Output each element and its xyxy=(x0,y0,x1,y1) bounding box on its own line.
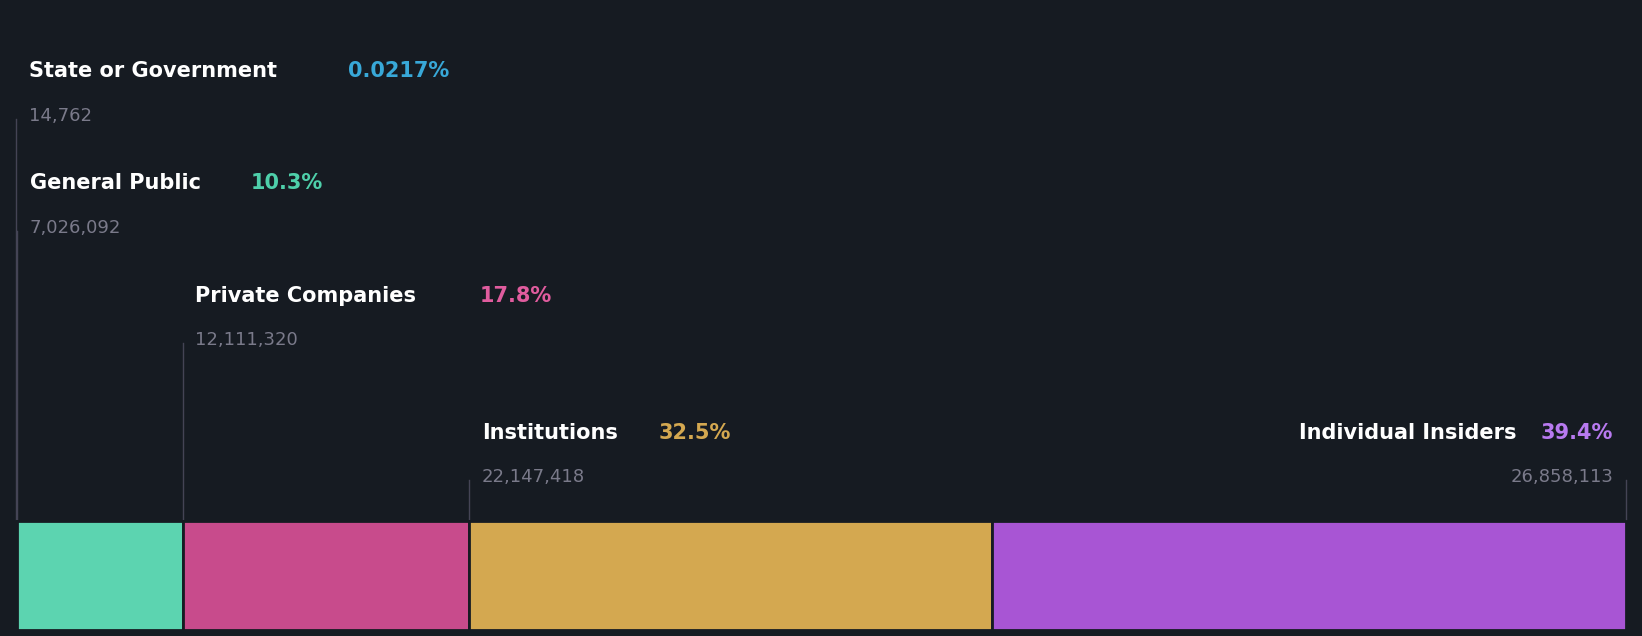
Bar xyxy=(182,520,470,630)
Text: 0.0217%: 0.0217% xyxy=(348,61,448,81)
Text: State or Government: State or Government xyxy=(30,61,277,81)
Text: 7,026,092: 7,026,092 xyxy=(30,219,122,237)
Text: 12,111,320: 12,111,320 xyxy=(195,331,299,349)
Text: 10.3%: 10.3% xyxy=(251,174,323,193)
Text: 17.8%: 17.8% xyxy=(479,286,552,305)
Bar xyxy=(992,520,1626,630)
Bar xyxy=(470,520,992,630)
Text: 14,762: 14,762 xyxy=(30,107,92,125)
Text: 26,858,113: 26,858,113 xyxy=(1511,468,1612,487)
Text: Institutions: Institutions xyxy=(481,423,617,443)
Text: 39.4%: 39.4% xyxy=(1540,423,1612,443)
Text: General Public: General Public xyxy=(30,174,200,193)
Text: 32.5%: 32.5% xyxy=(658,423,731,443)
Text: 22,147,418: 22,147,418 xyxy=(481,468,585,487)
Text: Private Companies: Private Companies xyxy=(195,286,417,305)
Bar xyxy=(16,520,182,630)
Text: Individual Insiders: Individual Insiders xyxy=(1299,423,1517,443)
